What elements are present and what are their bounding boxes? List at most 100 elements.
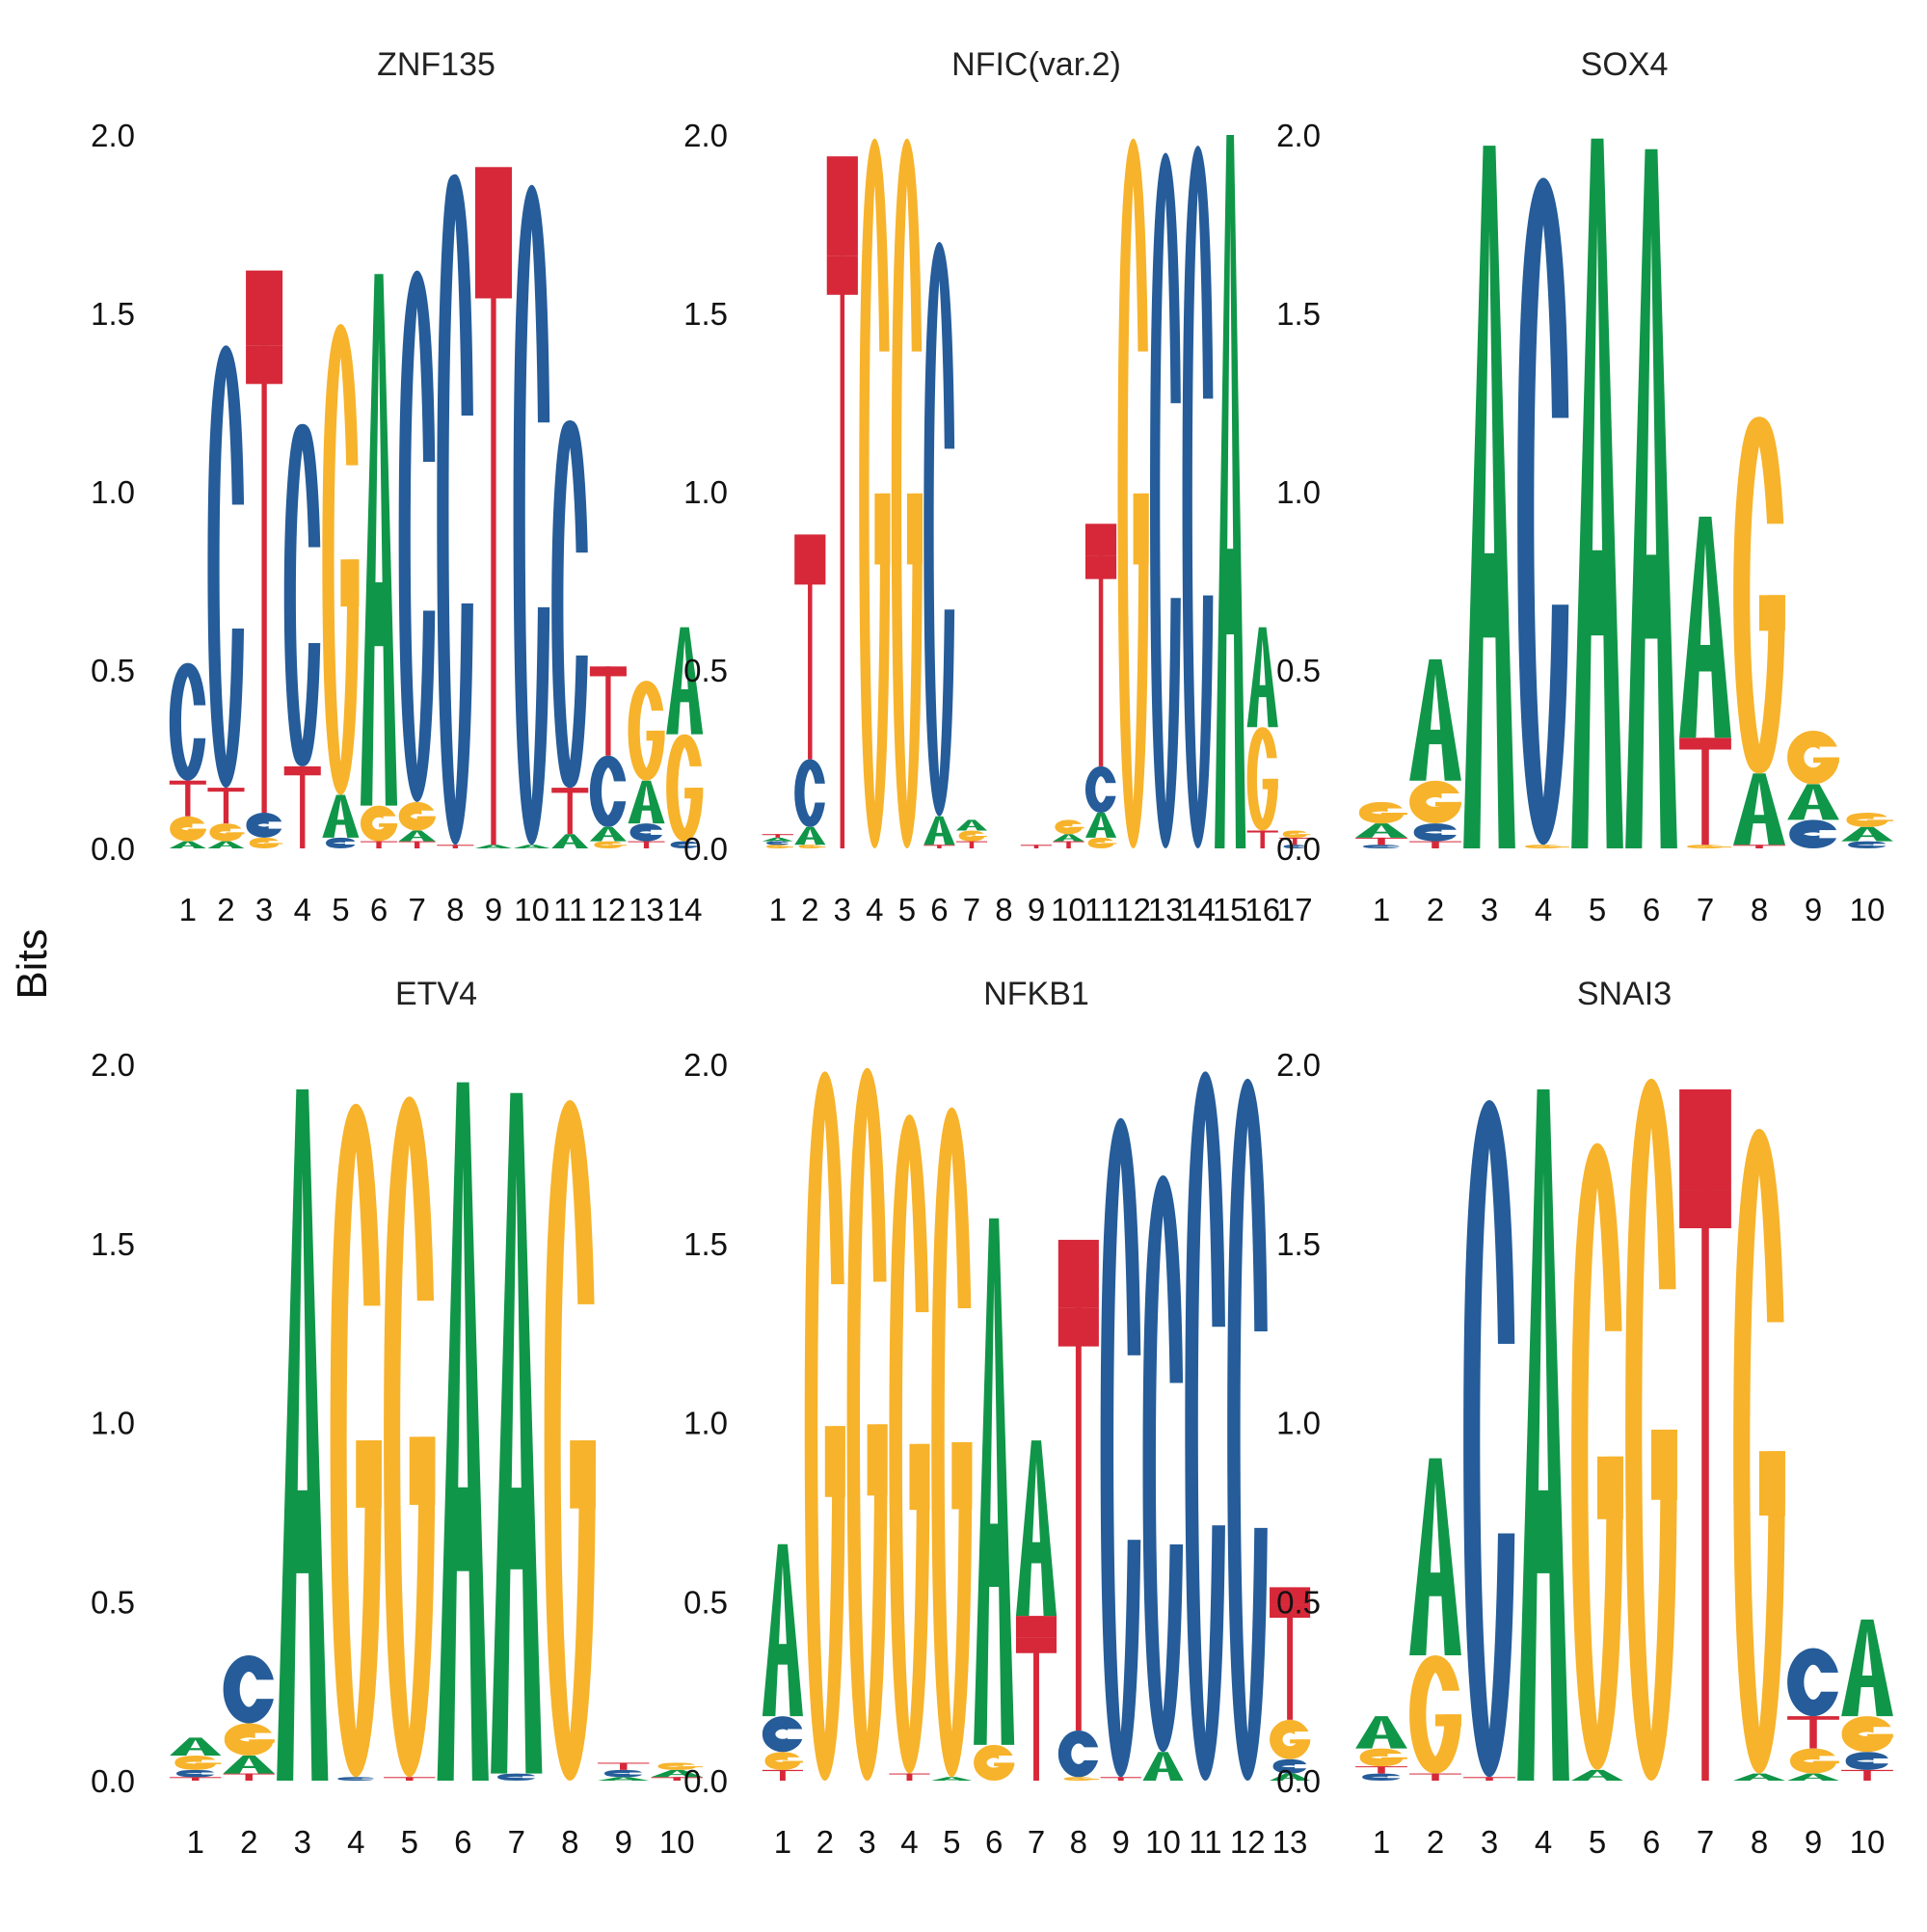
letter-T-cap [474,167,512,260]
letter-T [170,1777,222,1781]
y-tick-label: 1.0 [91,1406,135,1441]
x-tick-label: 7 [408,892,425,927]
letter-A [1142,1752,1184,1781]
x-tick-label: 2 [801,892,818,927]
x-tick-label: 3 [255,892,273,927]
letter-A [491,1092,543,1774]
letter-T [361,841,398,848]
x-tick-label: 10 [514,892,549,927]
letter-A [923,816,955,845]
letter-C [670,841,704,848]
x-tick-label: 1 [769,892,787,927]
y-tick-label: 0.5 [91,1584,135,1620]
letter-C [1185,1071,1227,1782]
panel-title: NFIC(var.2) [951,46,1121,83]
letter-T [283,765,321,848]
letter-G [594,841,628,848]
letter-C [326,837,361,849]
letter-T-cap [1084,523,1117,556]
letter-G [1846,813,1894,827]
letter-A [277,1089,329,1781]
letter-A [1409,1458,1461,1655]
y-tick-label: 2.0 [91,1047,135,1083]
letter-G [628,681,666,781]
letter-T [1246,830,1278,848]
letter-G [384,1096,437,1778]
x-tick-label: 9 [1805,892,1822,927]
x-tick-label: 7 [508,1824,525,1860]
y-tick-label: 1.5 [91,1226,135,1262]
panel-title: ETV4 [395,976,477,1012]
y-tick-label: 0.0 [91,831,135,867]
letter-G [1117,138,1150,848]
letter-T [762,834,793,838]
x-tick-label: 14 [667,892,703,927]
letter-G [1841,1716,1894,1753]
y-tick-label: 1.5 [91,296,135,332]
letter-A [1571,1769,1623,1781]
x-tick-label: 3 [834,892,851,927]
panel-title: NFKB1 [983,976,1089,1012]
letter-A [1571,138,1623,848]
letter-G [1686,845,1732,849]
y-axis-label: Bits [9,928,56,999]
letter-G [1063,1777,1100,1781]
letter-C [1362,845,1408,849]
letter-G [1409,1654,1462,1774]
letter-C [1517,177,1570,845]
letter-C [223,1654,276,1724]
letter-A [322,794,360,838]
letter-T [474,259,512,845]
letter-T-cap [1015,1616,1057,1638]
x-tick-label: 2 [240,1824,257,1860]
letter-T [762,1769,803,1781]
letter-T-cap [1057,1240,1099,1308]
letter-G [1625,1078,1678,1782]
x-tick-label: 4 [347,1824,364,1860]
letter-C [766,841,794,845]
x-tick-label: 1 [774,1824,791,1860]
x-tick-label: 1 [187,1824,204,1860]
x-tick-label: 15 [1213,892,1248,927]
x-tick-label: 3 [294,1824,311,1860]
x-tick-label: 12 [1115,892,1151,927]
letter-G [1087,837,1117,849]
letter-A [1787,784,1839,820]
x-tick-label: 10 [1145,1824,1181,1860]
x-tick-label: 5 [1589,892,1606,927]
letter-A [931,1777,973,1781]
x-tick-label: 6 [1643,1824,1660,1860]
letter-T [1733,845,1785,848]
letter-C [1150,152,1182,848]
x-tick-label: 2 [1427,892,1444,927]
letter-A [1215,135,1246,848]
letter-C [762,1716,804,1753]
letter-G [170,816,207,842]
letter-G [1358,801,1408,824]
x-tick-label: 16 [1245,892,1280,927]
letter-T-cap [794,534,826,563]
letter-T [1409,841,1461,848]
x-tick-label: 3 [858,1824,875,1860]
letter-T [1057,1307,1099,1731]
y-tick-label: 0.5 [683,1584,728,1620]
x-tick-label: 2 [816,1824,834,1860]
letter-C [604,1769,651,1778]
x-tick-label: 9 [615,1824,632,1860]
x-tick-label: 8 [561,1824,578,1860]
logo-panel: NFIC(var.2)0.00.51.01.52.01 2 3 4 5 6 7 8 9 10111… [683,46,1312,927]
letter-G [958,830,988,842]
y-tick-label: 0.5 [1276,653,1321,688]
letter-T [1679,738,1731,845]
letter-T-cap [1270,1587,1311,1605]
letter-T [923,845,955,848]
letter-A [361,274,398,806]
letter-A [207,841,245,848]
letter-C [1227,1078,1270,1782]
x-tick-label: 8 [1751,1824,1768,1860]
y-tick-label: 2.0 [683,1047,728,1083]
x-tick-label: 4 [866,892,883,927]
letter-C [1084,765,1117,813]
